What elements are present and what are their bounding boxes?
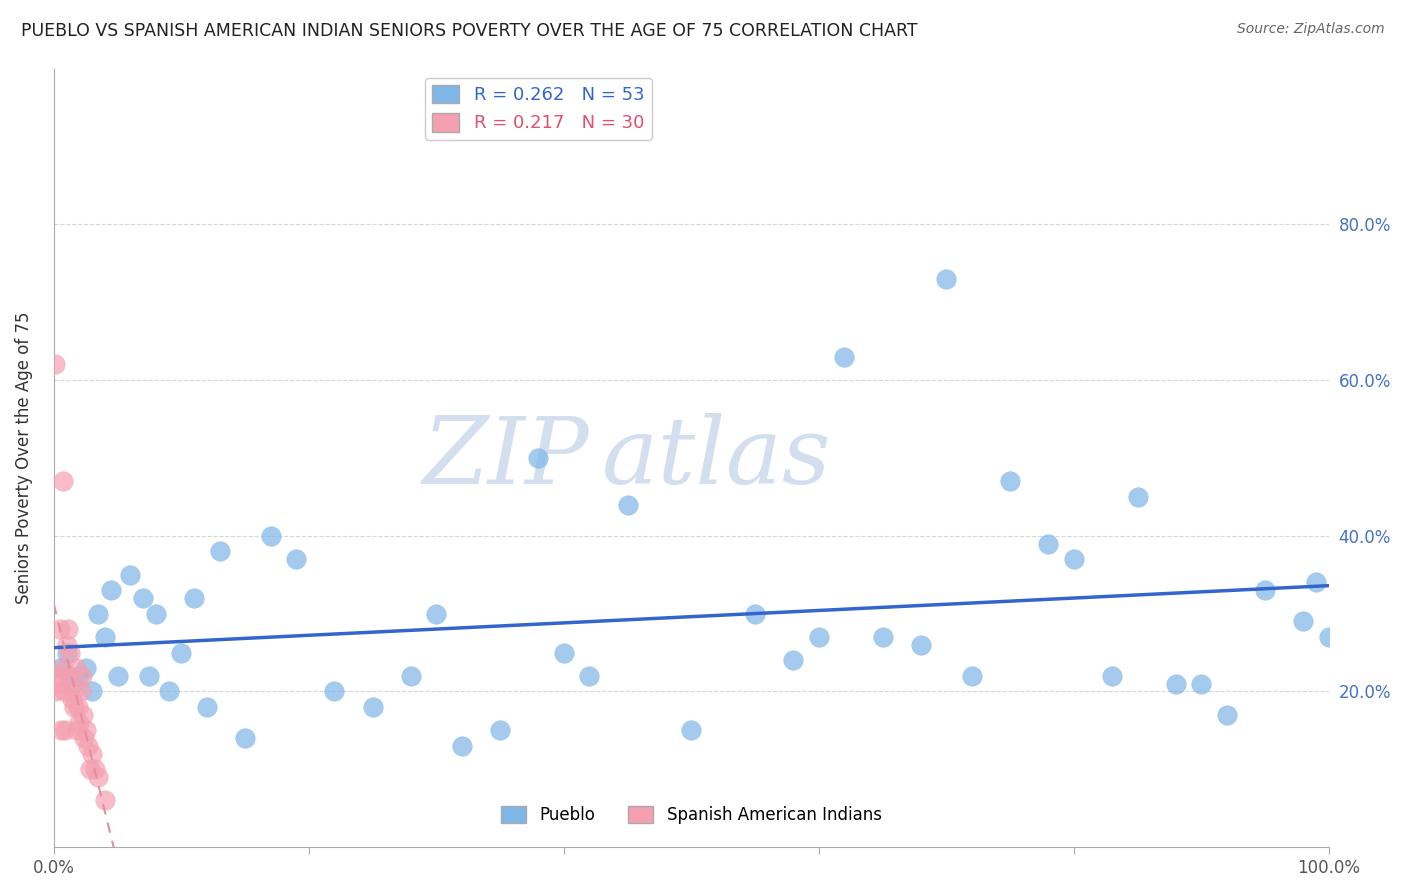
- Text: Source: ZipAtlas.com: Source: ZipAtlas.com: [1237, 22, 1385, 37]
- Point: [807, 630, 830, 644]
- Point: [67, 669, 90, 683]
- Point: [1063, 552, 1085, 566]
- Point: [94, 630, 117, 644]
- Point: [1038, 536, 1060, 550]
- Point: [425, 607, 447, 621]
- Point: [59, 646, 82, 660]
- Point: [872, 630, 894, 644]
- Y-axis label: Seniors Poverty Over the Age of 75: Seniors Poverty Over the Age of 75: [15, 311, 32, 604]
- Point: [53, 723, 76, 738]
- Point: [73, 731, 96, 746]
- Point: [285, 552, 308, 566]
- Point: [138, 669, 160, 683]
- Legend: Pueblo, Spanish American Indians: Pueblo, Spanish American Indians: [494, 799, 889, 831]
- Point: [744, 607, 766, 621]
- Point: [49, 622, 72, 636]
- Point: [998, 474, 1021, 488]
- Point: [120, 567, 142, 582]
- Point: [145, 607, 167, 621]
- Point: [1164, 676, 1187, 690]
- Point: [77, 739, 100, 753]
- Point: [782, 653, 804, 667]
- Point: [1189, 676, 1212, 690]
- Point: [51, 723, 73, 738]
- Point: [1126, 490, 1149, 504]
- Point: [450, 739, 472, 753]
- Point: [66, 723, 89, 738]
- Point: [100, 583, 122, 598]
- Point: [63, 700, 86, 714]
- Point: [44, 358, 66, 372]
- Point: [87, 607, 110, 621]
- Point: [44, 684, 66, 698]
- Point: [80, 747, 103, 761]
- Point: [75, 661, 97, 675]
- Point: [1317, 630, 1340, 644]
- Point: [935, 272, 957, 286]
- Text: PUEBLO VS SPANISH AMERICAN INDIAN SENIORS POVERTY OVER THE AGE OF 75 CORRELATION: PUEBLO VS SPANISH AMERICAN INDIAN SENIOR…: [21, 22, 918, 40]
- Point: [46, 669, 69, 683]
- Point: [67, 700, 90, 714]
- Point: [195, 700, 218, 714]
- Point: [233, 731, 256, 746]
- Point: [616, 498, 638, 512]
- Point: [48, 676, 70, 690]
- Point: [75, 723, 97, 738]
- Point: [681, 723, 703, 738]
- Point: [132, 591, 155, 605]
- Point: [1101, 669, 1123, 683]
- Point: [527, 450, 550, 465]
- Point: [553, 646, 575, 660]
- Point: [67, 715, 90, 730]
- Point: [960, 669, 983, 683]
- Text: atlas: atlas: [602, 413, 831, 503]
- Point: [70, 669, 93, 683]
- Point: [832, 350, 855, 364]
- Point: [361, 700, 384, 714]
- Point: [80, 684, 103, 698]
- Point: [1216, 707, 1239, 722]
- Point: [55, 646, 77, 660]
- Point: [69, 684, 91, 698]
- Point: [55, 638, 77, 652]
- Point: [62, 684, 84, 698]
- Point: [157, 684, 180, 698]
- Point: [52, 474, 75, 488]
- Point: [65, 661, 87, 675]
- Point: [52, 661, 75, 675]
- Point: [170, 646, 193, 660]
- Point: [910, 638, 932, 652]
- Point: [1292, 615, 1315, 629]
- Point: [183, 591, 205, 605]
- Point: [399, 669, 422, 683]
- Point: [259, 529, 281, 543]
- Point: [56, 622, 79, 636]
- Point: [79, 762, 101, 776]
- Point: [62, 676, 84, 690]
- Point: [1305, 575, 1327, 590]
- Point: [60, 692, 83, 706]
- Text: ZIP: ZIP: [423, 413, 589, 503]
- Point: [489, 723, 512, 738]
- Point: [107, 669, 129, 683]
- Point: [53, 684, 76, 698]
- Point: [87, 770, 110, 784]
- Point: [72, 707, 94, 722]
- Point: [83, 762, 105, 776]
- Point: [1254, 583, 1277, 598]
- Point: [323, 684, 346, 698]
- Point: [58, 669, 80, 683]
- Point: [94, 793, 117, 807]
- Point: [49, 661, 72, 675]
- Point: [208, 544, 231, 558]
- Point: [578, 669, 600, 683]
